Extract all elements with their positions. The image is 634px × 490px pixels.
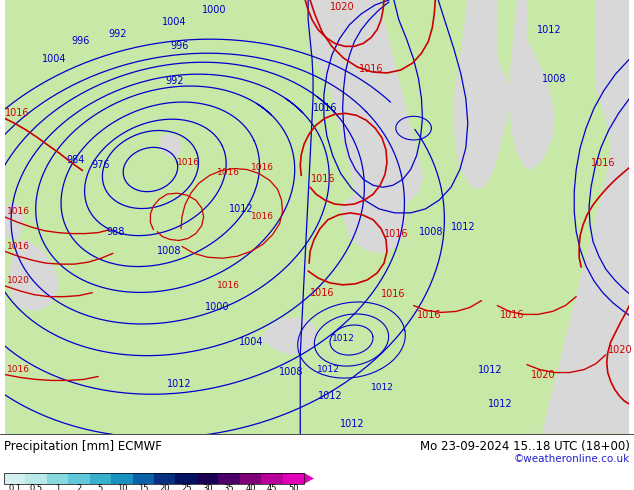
Bar [133,473,154,484]
Bar [111,473,133,484]
Bar [4,473,304,484]
Text: 1012: 1012 [332,334,354,343]
Text: 5: 5 [98,485,103,490]
Text: 1020: 1020 [6,276,29,285]
Text: 2: 2 [76,485,82,490]
Text: 996: 996 [72,36,90,47]
Text: 1016: 1016 [251,163,274,172]
Bar [261,473,283,484]
Text: 1000: 1000 [202,5,226,15]
Bar [25,473,47,484]
Text: 45: 45 [267,485,277,490]
Text: 1016: 1016 [591,158,616,168]
Text: 976: 976 [91,160,110,170]
Text: 1004: 1004 [162,17,187,26]
Text: 35: 35 [224,485,235,490]
Polygon shape [310,0,424,222]
Text: 988: 988 [106,226,124,237]
Text: 1008: 1008 [157,246,182,256]
Polygon shape [340,182,406,253]
Text: 1016: 1016 [177,158,200,167]
Bar [283,473,304,484]
Text: 1016: 1016 [384,228,408,239]
Text: 1016: 1016 [311,174,335,184]
Text: 1016: 1016 [4,108,29,119]
Text: 1012: 1012 [318,391,342,401]
Text: 1012: 1012 [317,365,340,374]
Text: 1016: 1016 [6,242,30,251]
Text: 1012: 1012 [477,365,502,374]
Polygon shape [304,473,314,484]
Bar [176,473,197,484]
Text: 1012: 1012 [537,24,561,35]
Text: 1008: 1008 [541,74,566,84]
Polygon shape [453,0,512,189]
Text: 1020: 1020 [608,345,632,355]
Bar [47,473,68,484]
Text: 10: 10 [117,485,127,490]
Text: 25: 25 [181,485,191,490]
Text: 1004: 1004 [42,54,67,64]
Text: 1012: 1012 [340,419,365,429]
Text: 1016: 1016 [313,103,337,113]
Bar [218,473,240,484]
Text: 992: 992 [165,76,184,86]
Text: Precipitation [mm] ECMWF: Precipitation [mm] ECMWF [4,440,162,453]
Text: 1016: 1016 [417,310,441,320]
Text: 1020: 1020 [531,369,555,380]
Text: 1016: 1016 [216,168,240,177]
Text: 1012: 1012 [451,221,476,232]
Polygon shape [4,202,59,434]
Text: 996: 996 [170,41,188,51]
Text: 1012: 1012 [371,383,394,392]
Text: 1004: 1004 [239,337,264,347]
Text: 1008: 1008 [418,226,443,237]
Bar [197,473,218,484]
Text: 40: 40 [245,485,256,490]
Text: 1016: 1016 [500,310,525,320]
Text: 1008: 1008 [278,367,303,376]
Text: 1: 1 [55,485,60,490]
Text: Mo 23-09-2024 15..18 UTC (18+00): Mo 23-09-2024 15..18 UTC (18+00) [420,440,630,453]
Text: 1012: 1012 [230,204,254,214]
Polygon shape [261,318,318,355]
Text: 1000: 1000 [205,302,229,313]
Text: 0.1: 0.1 [8,485,22,490]
Text: 1020: 1020 [330,2,354,12]
Text: 1016: 1016 [381,289,406,299]
Text: 1016: 1016 [6,365,30,374]
Bar [68,473,90,484]
Text: 0.5: 0.5 [30,485,42,490]
Text: 1016: 1016 [6,207,30,217]
Text: 30: 30 [202,485,213,490]
Text: 1012: 1012 [488,399,512,409]
Bar [154,473,176,484]
Polygon shape [4,0,630,434]
Polygon shape [160,133,182,158]
Polygon shape [541,0,630,434]
Polygon shape [509,0,555,170]
Text: 1012: 1012 [167,379,192,390]
Text: 20: 20 [160,485,170,490]
Text: 1016: 1016 [310,288,335,298]
Bar [4,473,25,484]
Text: 1016: 1016 [359,64,384,74]
Text: ©weatheronline.co.uk: ©weatheronline.co.uk [514,454,630,464]
Text: 984: 984 [67,155,85,165]
Text: 50: 50 [288,485,299,490]
Bar [240,473,261,484]
Bar [90,473,111,484]
Text: 1016: 1016 [216,281,240,290]
Text: 992: 992 [108,29,127,40]
Text: 15: 15 [138,485,148,490]
Text: 1016: 1016 [251,212,274,221]
